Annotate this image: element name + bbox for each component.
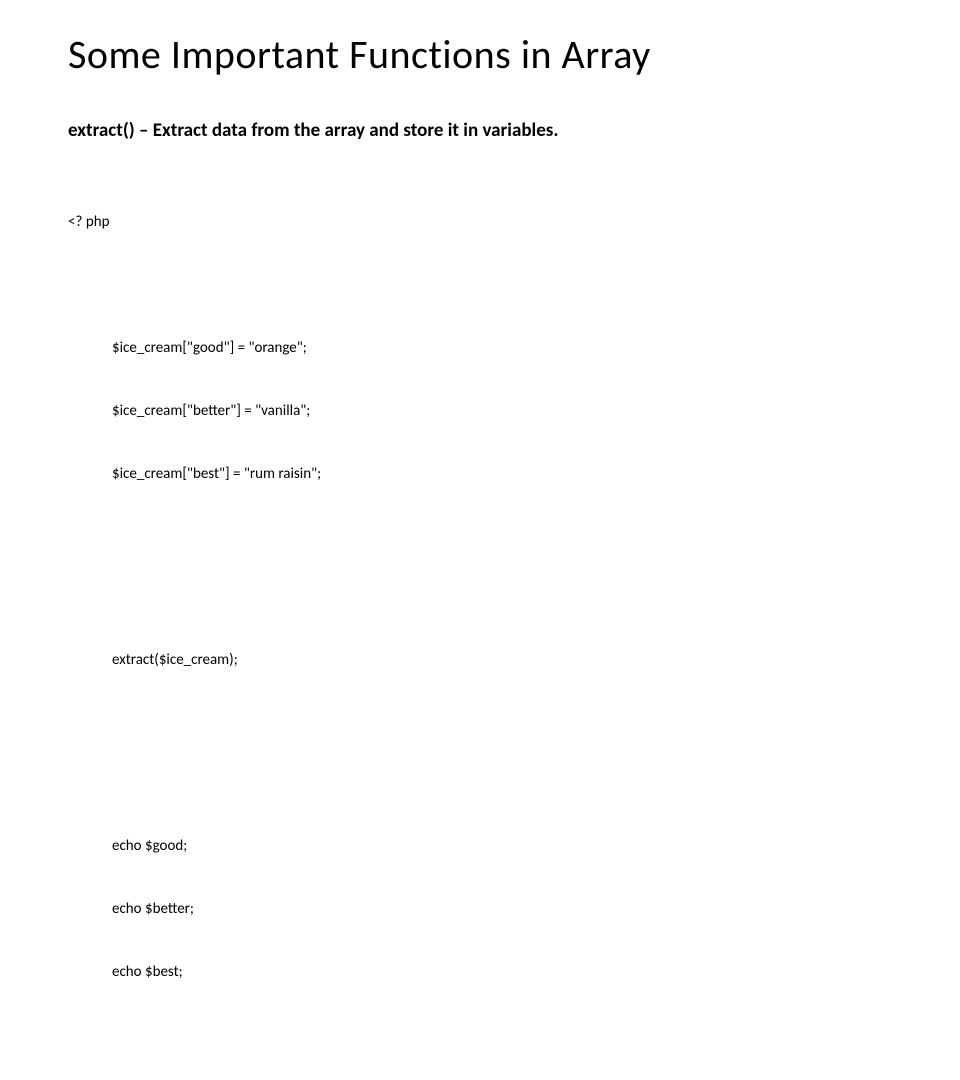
code-block: <? php $ice_cream["good"] = "orange"; $i… — [68, 170, 900, 1080]
code-line: $ice_cream["good"] = "orange"; — [68, 338, 900, 359]
slide-title: Some Important Functions in Array — [68, 30, 900, 79]
code-line: echo $better; — [68, 899, 900, 920]
slide: Some Important Functions in Array extrac… — [0, 0, 960, 540]
code-line: extract($ice_cream); — [68, 650, 900, 671]
slide-subtitle: extract() – Extract data from the array … — [68, 119, 900, 142]
code-open-tag: <? php — [68, 212, 900, 233]
code-line: echo $good; — [68, 836, 900, 857]
code-line: echo $best; — [68, 962, 900, 983]
code-line: $ice_cream["better"] = "vanilla"; — [68, 401, 900, 422]
code-line: $ice_cream["best"] = "rum raisin"; — [68, 464, 900, 485]
